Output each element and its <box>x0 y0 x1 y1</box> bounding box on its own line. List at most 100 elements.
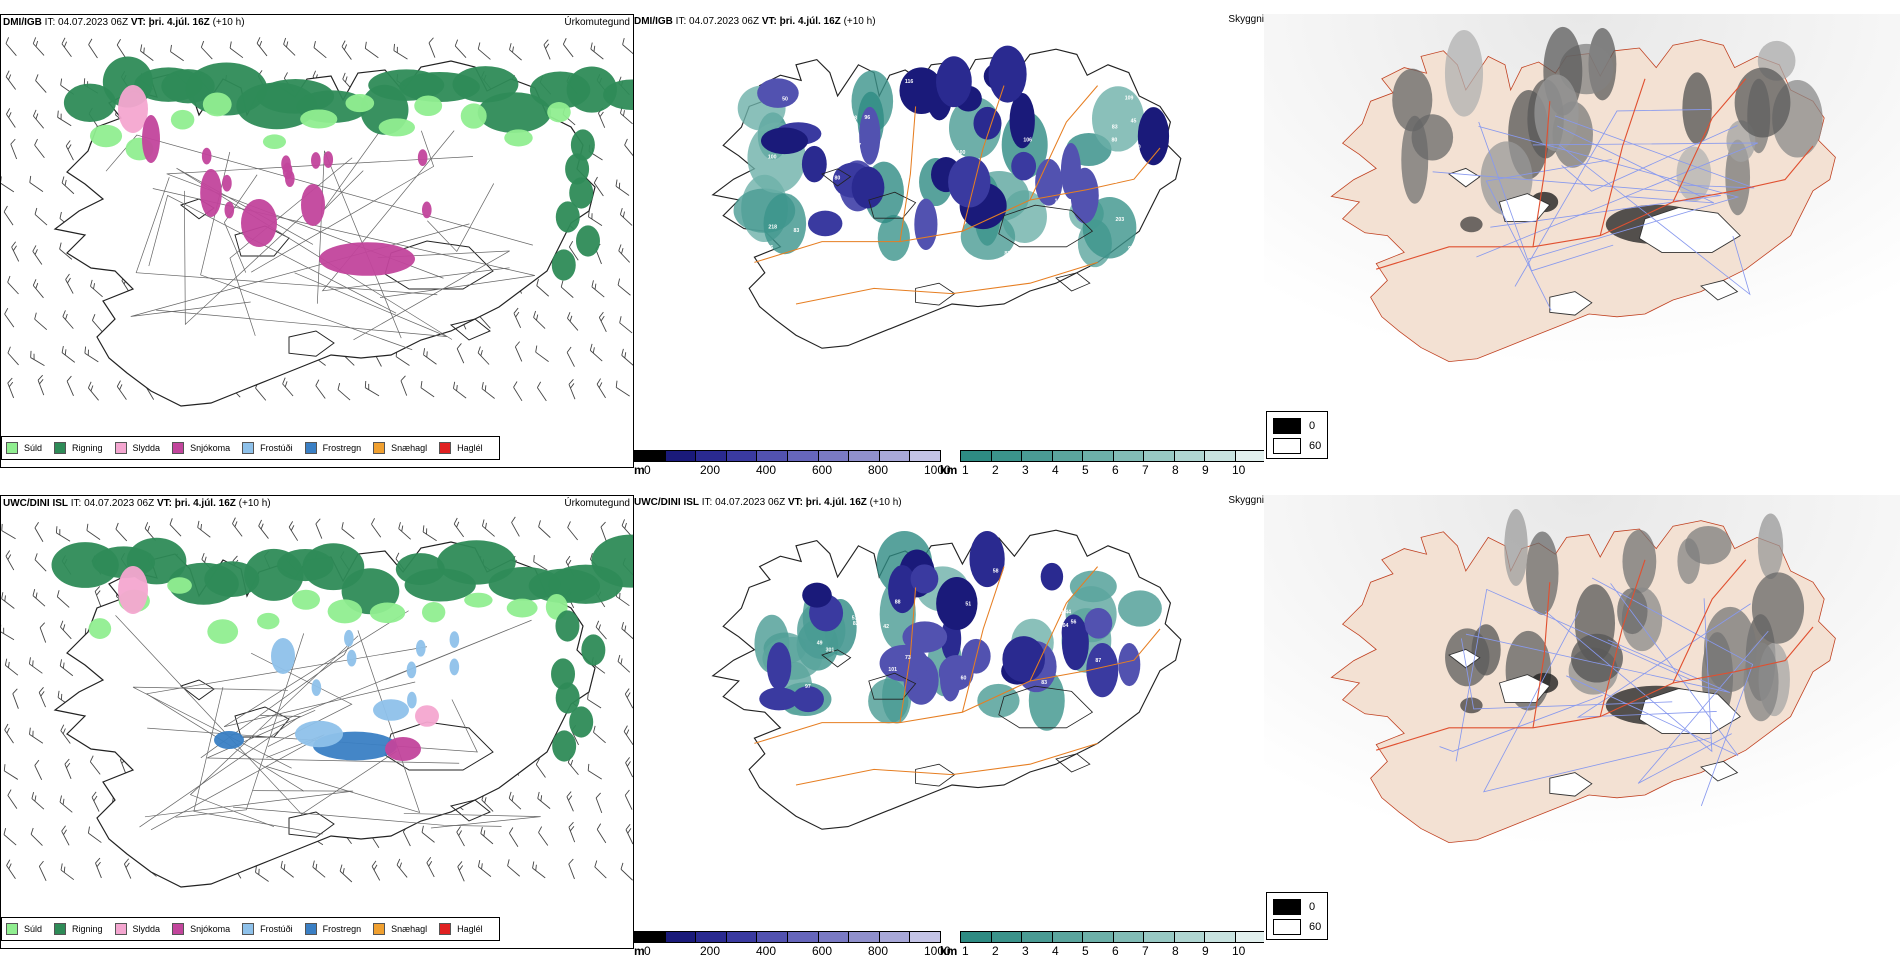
precip-legend: Súld Rigning Slydda Snjókoma Frostúði Frostre… <box>1 436 500 460</box>
visibility-label: 48 <box>798 95 804 101</box>
visibility-label: 79 <box>998 620 1004 626</box>
fog-map <box>1264 495 1900 935</box>
cloud-unit: km <box>940 463 958 477</box>
cloud-tick: 7 <box>1142 463 1149 477</box>
fog-legend-swatch <box>1273 899 1301 915</box>
colorbar-bin <box>818 451 850 461</box>
visibility-label: 84 <box>929 148 935 154</box>
colorbar-bin <box>961 451 992 461</box>
colorbar-bin <box>849 932 880 942</box>
colorbar-bin <box>818 932 850 942</box>
colorbar-bin <box>991 451 1022 461</box>
colorbar-bin <box>726 932 758 942</box>
colorbar-bin <box>787 932 819 942</box>
colorbar-bin <box>1144 932 1175 942</box>
init-time-label: IT: <box>70 498 82 509</box>
legend-item: Snjókoma <box>172 442 230 454</box>
legend-item: Frostúði <box>242 442 293 454</box>
panel-title: UWC/DINI ISL IT: 04.07.2023 06Z VT: þri.… <box>634 497 902 508</box>
valid-time: þri. 4.júl. 16Z <box>779 16 841 27</box>
panel-title: UWC/DINI ISL IT: 04.07.2023 06Z VT: þri.… <box>3 498 271 509</box>
visibility-label: 54 <box>844 569 850 575</box>
legend-swatch <box>304 442 317 454</box>
colorbar-bin <box>1174 932 1205 942</box>
visibility-label: 116 <box>905 79 913 85</box>
legend-item: Súld <box>6 923 42 935</box>
fog-legend-item: 60 <box>1273 438 1321 454</box>
cloud-tick: 3 <box>1022 944 1029 958</box>
legend-swatch <box>114 923 127 935</box>
visibility-label: 73 <box>905 655 911 661</box>
panel-title: DMI/IGB IT: 04.07.2023 06Z VT: þri. 4.jú… <box>3 17 245 28</box>
colorbar-bin <box>961 932 992 942</box>
visibility-label: 100 <box>957 150 966 156</box>
legend-label: Rigning <box>72 924 103 934</box>
legend-item: Frostregn <box>304 442 361 454</box>
height-tick: 0 <box>644 463 651 477</box>
legend-swatch <box>6 442 18 454</box>
visibility-label: 97 <box>805 684 811 690</box>
height-tick: 0 <box>644 944 651 958</box>
legend-label: Snjókoma <box>190 443 231 453</box>
valid-time-label: VT: <box>787 497 803 508</box>
visibility-label: 42 <box>883 624 889 630</box>
cloud-tick: 3 <box>1022 463 1029 477</box>
height-tick: 200 <box>700 944 721 958</box>
colorbar-bin <box>1052 932 1083 942</box>
colorbar-bin <box>910 932 940 942</box>
legend-item: Frostúði <box>242 923 293 935</box>
colorbar-bin <box>757 932 788 942</box>
valid-time: þri. 4.júl. 16Z <box>805 497 867 508</box>
legend-swatch <box>6 923 18 935</box>
legend-label: Frostregn <box>322 924 362 934</box>
visibility-label: 83 <box>794 228 800 234</box>
legend-item: Haglél <box>439 442 483 454</box>
colorbar-bin <box>1205 451 1236 461</box>
visibility-label: 96 <box>1076 682 1082 688</box>
legend-swatch <box>242 442 255 454</box>
init-time-label: IT: <box>44 17 56 28</box>
legend-swatch <box>373 923 386 935</box>
precip-type-panel: DMI/IGB IT: 04.07.2023 06Z VT: þri. 4.jú… <box>0 14 634 468</box>
visibility-label: 83 <box>1041 680 1047 686</box>
visibility-label: 203 <box>1115 217 1124 223</box>
field-name: Skyggni <box>1228 495 1264 506</box>
visibility-map: 23 21 11 100 106 84 93 96 142 80 62 50 70 49 55 48 66 80 5… <box>711 45 1182 349</box>
cloud-tick: 6 <box>1112 944 1119 958</box>
colorbar-bin <box>696 451 727 461</box>
visibility-label: 53 <box>1087 564 1093 570</box>
legend-label: Súld <box>24 443 43 453</box>
height-colorbar <box>634 931 941 943</box>
fog-legend-swatch <box>1273 438 1301 454</box>
legend-item: Slydda <box>114 923 160 935</box>
visibility-label: 82 <box>1004 251 1010 257</box>
visibility-label: 51 <box>852 615 858 621</box>
visibility-panel: DMI/IGB IT: 04.07.2023 06Z VT: þri. 4.jú… <box>632 14 1264 484</box>
visibility-label: 88 <box>895 599 901 605</box>
legend-item: Haglél <box>439 923 483 935</box>
init-time: 04.07.2023 06Z <box>84 498 155 509</box>
visibility-label: 70 <box>828 156 834 162</box>
colorbar-bin <box>787 451 819 461</box>
forecast-row-dmi: DMI/IGB IT: 04.07.2023 06Z VT: þri. 4.jú… <box>0 14 1900 484</box>
legend-swatch <box>373 442 386 454</box>
init-time: 04.07.2023 06Z <box>58 17 129 28</box>
colorbar-bin <box>726 451 758 461</box>
colorbar-bin <box>635 451 666 461</box>
visibility-label: 106 <box>1055 198 1064 204</box>
legend-swatch <box>304 923 317 935</box>
visibility-label: 60 <box>1135 145 1141 151</box>
cloud-tick: 9 <box>1202 944 1209 958</box>
fog-legend-label: 0 <box>1309 901 1316 913</box>
height-colorbar <box>634 450 941 462</box>
visibility-label: 58 <box>993 569 999 575</box>
fog-legend-item: 0 <box>1273 899 1315 915</box>
height-tick: 600 <box>812 944 833 958</box>
visibility-panel: UWC/DINI ISL IT: 04.07.2023 06Z VT: þri.… <box>632 495 1264 965</box>
visibility-label: 51 <box>965 601 971 607</box>
colorbar-bin <box>991 932 1022 942</box>
legend-label: Frostúði <box>260 443 293 453</box>
height-tick: 600 <box>812 463 833 477</box>
cloud-tick: 5 <box>1082 463 1089 477</box>
